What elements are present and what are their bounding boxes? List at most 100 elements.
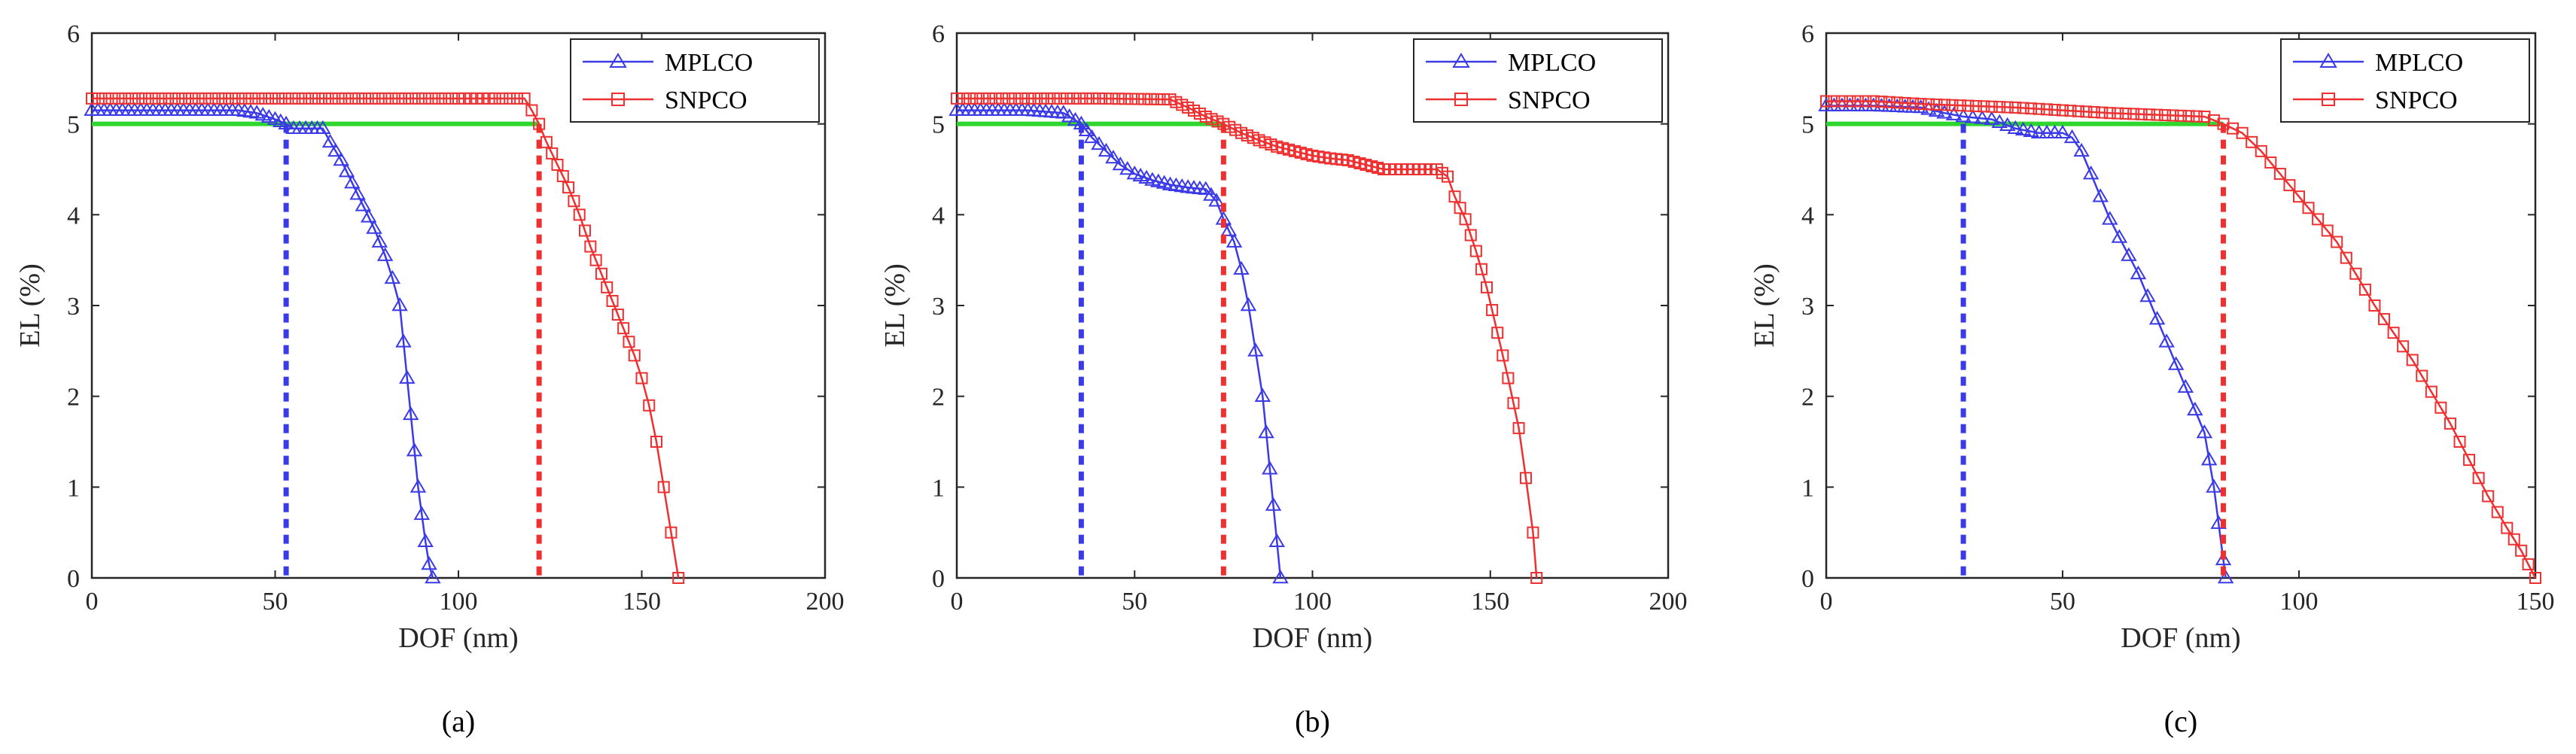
marker-square [2166,109,2179,122]
marker-square [252,92,265,105]
marker-triangle [2148,311,2166,325]
y-tick-label: 4 [67,202,80,230]
marker-square [425,92,438,105]
marker-square [606,294,619,307]
y-tick-label: 5 [1801,111,1814,139]
marker-square [1131,93,1144,105]
marker-square [1086,92,1099,105]
marker-triangle [1955,108,1972,123]
marker-square [657,481,670,494]
legend-box [1413,38,1663,123]
panel-caption: (c) [2164,704,2197,738]
marker-triangle [2082,166,2099,180]
panel-caption: (a) [442,704,475,738]
x-tick-label: 0 [951,588,964,616]
marker-square [2198,111,2211,123]
marker-square [2127,108,2140,120]
marker-triangle [1112,156,1129,171]
marker-square [126,92,139,105]
marker-square [635,372,648,385]
marker-triangle [1208,193,1225,207]
marker-triangle [406,442,423,457]
legend-marker-triangle [609,53,627,68]
marker-square [119,92,132,105]
y-tick-label: 5 [932,111,945,139]
y-tick-label: 0 [1801,565,1814,593]
marker-square [1151,93,1164,105]
legend-label-snpco: SNPCO [1508,87,1591,114]
marker-triangle [1203,187,1219,201]
marker-triangle [1258,424,1274,439]
x-tick-label: 150 [2517,588,2555,616]
marker-square [2025,102,2038,115]
x-tick-label: 150 [623,588,661,616]
marker-triangle [1265,497,1282,511]
marker-triangle [2121,247,2137,261]
marker-square [489,92,501,105]
marker-square [1464,229,1477,242]
marker-square [2378,313,2391,326]
marker-square [1079,92,1092,105]
marker-square [432,92,445,105]
marker-square [2349,267,2362,280]
marker-triangle [360,208,377,223]
marker-triangle [1873,97,1890,112]
y-tick-label: 2 [67,384,80,412]
marker-triangle [1920,101,1937,115]
marker-triangle [321,133,339,148]
marker-square [1022,92,1034,105]
marker-square [1138,93,1151,105]
marker-square [206,92,218,105]
marker-triangle [1226,233,1243,248]
marker-square [2048,103,2061,116]
marker-square [525,104,538,117]
marker-square [1106,93,1119,105]
marker-square [178,92,191,105]
marker-triangle [1936,105,1953,119]
marker-square [623,336,635,348]
marker-square [982,92,995,105]
marker-square [672,572,685,584]
x-tick-label: 100 [2280,588,2319,616]
x-axis-label: DOF (nm) [1253,622,1372,654]
marker-square [1061,92,1073,105]
marker-triangle [1272,570,1289,584]
marker-square [2515,544,2528,557]
x-tick-label: 150 [1471,588,1509,616]
marker-square [1486,304,1499,317]
marker-square [152,92,165,105]
marker-square [1073,92,1086,105]
marker-square [1067,92,1079,105]
marker-square [266,92,279,105]
marker-triangle [421,555,437,570]
marker-triangle [1254,388,1271,402]
marker-square [2112,107,2124,120]
marker-square [339,92,352,105]
marker-square [2017,102,2029,114]
x-tick-label: 100 [440,588,478,616]
marker-triangle [2206,479,2222,493]
marker-square [259,92,272,105]
legend-label-mplco: MPLCO [665,49,753,77]
marker-square [332,92,345,105]
marker-square [2331,236,2343,248]
marker-square [86,92,98,105]
marker-square [2283,179,2296,192]
marker-square [145,92,158,105]
marker-square [1034,92,1047,105]
marker-triangle [376,247,394,261]
marker-square [1459,213,1472,226]
marker-square [219,92,232,105]
marker-square [352,92,365,105]
marker-square [611,309,624,321]
y-tick-label: 1 [67,474,80,502]
marker-square [2472,472,2485,485]
marker-square [2236,126,2249,139]
marker-square [496,92,509,105]
marker-triangle [1119,161,1136,175]
marker-square [2444,417,2456,430]
y-tick-label: 6 [67,20,80,48]
marker-triangle [1083,129,1101,144]
y-tick-label: 4 [1801,202,1814,230]
marker-square [2507,533,2520,546]
